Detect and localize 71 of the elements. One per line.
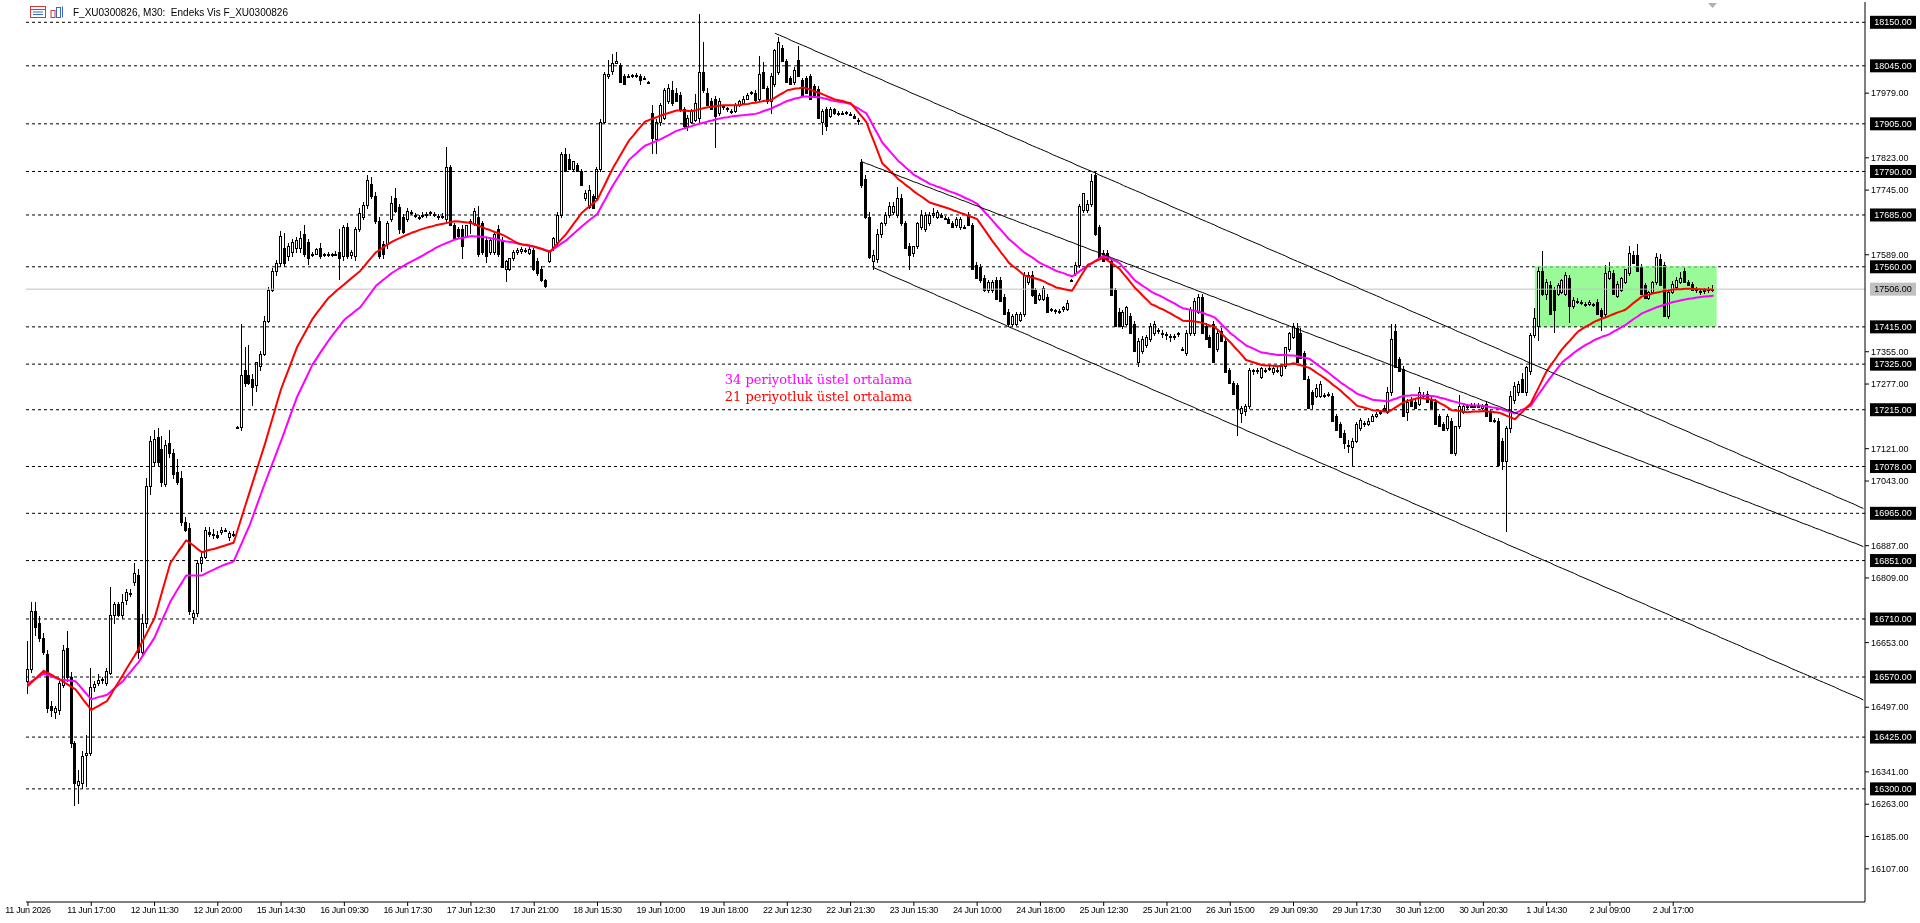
y-tick-label: 17043.00 <box>1871 476 1909 487</box>
ref-line-label: 17506.00 <box>1874 284 1912 295</box>
x-tick-label: 12 Jun 20:00 <box>193 905 243 916</box>
x-tick-label: 25 Jun 21:00 <box>1142 905 1192 916</box>
candlestick <box>1612 269 1615 295</box>
candlestick <box>299 230 302 254</box>
x-tick-label: 22 Jun 12:30 <box>763 905 812 916</box>
x-tick-label: 12 Jun 11:30 <box>130 905 179 916</box>
x-tick-label: 19 Jun 18:00 <box>699 905 749 916</box>
text: 21 periyotluk üstel ortalama <box>724 388 913 405</box>
ref-line-label: 16300.00 <box>1874 784 1912 795</box>
x-tick-label: 26 Jun 15:00 <box>1206 905 1255 916</box>
candlestick <box>1355 421 1358 444</box>
y-tick-label: 16341.00 <box>1871 767 1909 778</box>
y-tick-label: 17277.00 <box>1871 379 1909 390</box>
x-tick-label: 1 Jul 14:30 <box>1526 905 1568 916</box>
y-tick-label: 17589.00 <box>1871 249 1909 260</box>
x-tick-label: 17 Jun 12:30 <box>446 905 496 916</box>
x-tick-label: 29 Jun 17:30 <box>1332 905 1382 916</box>
ref-line-label: 16710.00 <box>1874 614 1912 625</box>
x-tick-label: 15 Jun 14:30 <box>256 905 306 916</box>
y-tick-label: 16185.00 <box>1871 831 1909 842</box>
x-tick-label: 23 Jun 15:30 <box>889 905 939 916</box>
x-tick-label: 18 Jun 15:30 <box>573 905 622 916</box>
x-tick-label: 11 Jun 17:00 <box>67 905 116 916</box>
ref-line-label: 17078.00 <box>1874 461 1912 472</box>
y-tick-label: 16107.00 <box>1871 864 1909 875</box>
ref-line-label: 16851.00 <box>1874 555 1912 566</box>
x-tick-label: 2 Jul 17:00 <box>1652 905 1694 916</box>
x-tick-label: 11 Jun 2026 <box>5 905 52 916</box>
ref-line-label: 18045.00 <box>1874 60 1912 71</box>
x-tick-label: 17 Jun 21:00 <box>509 905 559 916</box>
ref-line-label: 17560.00 <box>1874 261 1912 272</box>
y-tick-label: 17823.00 <box>1871 153 1909 163</box>
ref-line-label: 17325.00 <box>1874 359 1912 370</box>
ref-line-label: 16570.00 <box>1874 672 1912 683</box>
x-tick-label: 24 Jun 10:00 <box>952 905 1002 916</box>
y-tick-label: 17121.00 <box>1871 443 1909 454</box>
chart-title: F_XU0300826, M30: Endeks Vis F_XU0300826 <box>73 6 288 18</box>
candlestick <box>386 220 389 250</box>
x-tick-label: 29 Jun 09:30 <box>1269 905 1319 916</box>
ref-line-label: 17905.00 <box>1874 118 1912 129</box>
x-tick-label: 2 Jul 09:00 <box>1589 905 1631 916</box>
y-tick-label: 16497.00 <box>1871 702 1909 713</box>
y-tick-label: 17355.00 <box>1871 346 1909 357</box>
ref-line-label: 16965.00 <box>1874 508 1912 519</box>
x-tick-label: 16 Jun 09:30 <box>320 905 369 916</box>
x-tick-label: 16 Jun 17:30 <box>383 905 433 916</box>
x-tick-label: 19 Jun 10:00 <box>636 905 686 916</box>
ref-line-label: 17685.00 <box>1874 210 1912 221</box>
y-tick-label: 16809.00 <box>1871 573 1909 584</box>
y-tick-label: 16887.00 <box>1871 540 1909 551</box>
candlestick <box>671 80 674 107</box>
text: 34 periyotluk üstel ortalama <box>724 371 913 388</box>
x-tick-label: 24 Jun 18:00 <box>1016 905 1065 916</box>
ref-line-label: 18150.00 <box>1874 17 1912 28</box>
ref-line-label: 17215.00 <box>1874 404 1912 415</box>
y-tick-label: 16653.00 <box>1871 637 1909 648</box>
ref-line-label: 17415.00 <box>1874 322 1912 333</box>
x-tick-label: 30 Jun 20:30 <box>1459 905 1508 916</box>
candlestick <box>995 276 998 300</box>
y-tick-label: 16263.00 <box>1871 799 1909 810</box>
y-tick-label: 17745.00 <box>1871 185 1909 196</box>
ref-line-label: 16425.00 <box>1874 732 1912 743</box>
x-tick-label: 25 Jun 12:30 <box>1079 905 1129 916</box>
y-tick-label: 17979.00 <box>1871 88 1909 99</box>
x-tick-label: 30 Jun 12:00 <box>1395 905 1445 916</box>
ref-line-label: 17790.00 <box>1874 166 1912 177</box>
x-tick-label: 22 Jun 21:30 <box>826 905 876 916</box>
candlestick <box>461 224 464 260</box>
candlestick <box>303 224 306 258</box>
